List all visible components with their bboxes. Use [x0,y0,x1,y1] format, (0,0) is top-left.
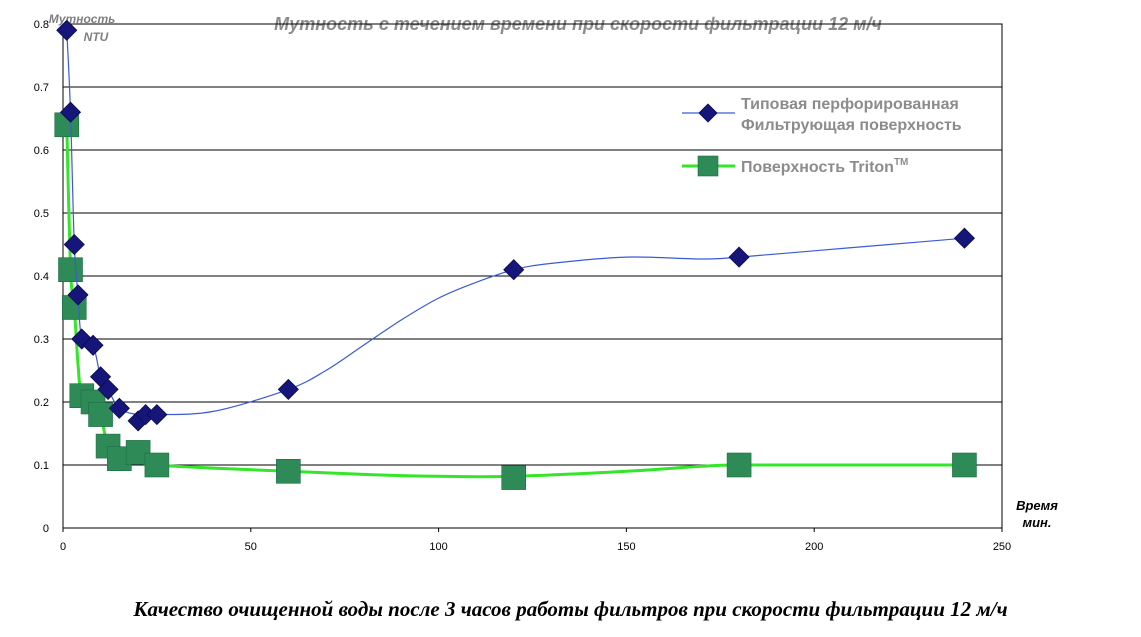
legend-label-triton-trademark: TM [894,157,908,168]
legend-marker-diamond [698,103,718,123]
data-series [54,19,977,490]
series-line [66,30,965,416]
y-tick-label: 0.6 [34,145,49,157]
y-tick-label: 0.4 [34,271,49,283]
turbidity-chart: Мутность с течением времени при скорости… [34,12,1059,553]
y-tick-label: 0.2 [34,397,49,409]
x-tick-label: 0 [60,541,66,553]
x-tick-label: 250 [993,541,1011,553]
y-tick-label: 0.7 [34,82,49,94]
figure-caption: Качество очищенной воды после 3 часов ра… [133,597,1008,621]
legend-label-perforated-line-1: Типовая перфорированная [741,96,959,113]
y-axis-label-line-2: NTU [84,30,109,44]
data-point-diamond [146,404,168,426]
x-tick-label: 200 [805,541,823,553]
data-point-diamond [56,19,78,41]
data-point-diamond [953,227,976,249]
legend-marker-square [697,155,719,177]
data-point-square [952,452,977,478]
x-tick-label: 50 [245,541,257,553]
x-axis-label-line-1: Время [1016,498,1058,513]
legend-label-triton: Поверхность TritonTM [741,157,908,176]
y-tick-label: 0.3 [34,334,49,346]
data-point-diamond [503,259,525,281]
data-point-diamond [59,101,82,123]
data-point-diamond [67,284,89,306]
data-point-square [276,458,301,484]
data-point-diamond [82,334,104,356]
data-point-square [88,402,113,427]
tick-labels: 0 0.1 0.2 0.3 0.4 0.5 0.6 0.7 0.8 0 50 100 150 200 250 [34,19,1011,553]
x-tick-label: 100 [429,541,447,553]
x-tick-label: 150 [617,541,635,553]
data-point-square [58,257,83,283]
y-tick-label: 0.5 [34,208,49,220]
data-point-square [726,452,752,478]
legend: Типовая перфорированная Фильтрующая повер… [682,96,962,177]
series-triton [54,112,977,490]
y-tick-label: 0.1 [34,460,49,472]
series-perforated [56,19,976,432]
data-point-diamond [108,397,130,419]
data-point-diamond [728,246,750,268]
series-line [65,124,965,479]
x-axis-label-line-2: мин. [1022,515,1051,530]
data-point-diamond [277,378,299,400]
data-point-square [501,465,527,490]
y-tick-label: 0 [43,523,49,535]
data-point-square [144,452,170,478]
data-point-diamond [63,233,85,256]
data-point-diamond [97,378,119,400]
y-tick-label: 0.8 [34,19,49,31]
legend-label-perforated-line-2: Фильтрующая поверхность [741,117,962,134]
grid-lines [63,23,1002,466]
